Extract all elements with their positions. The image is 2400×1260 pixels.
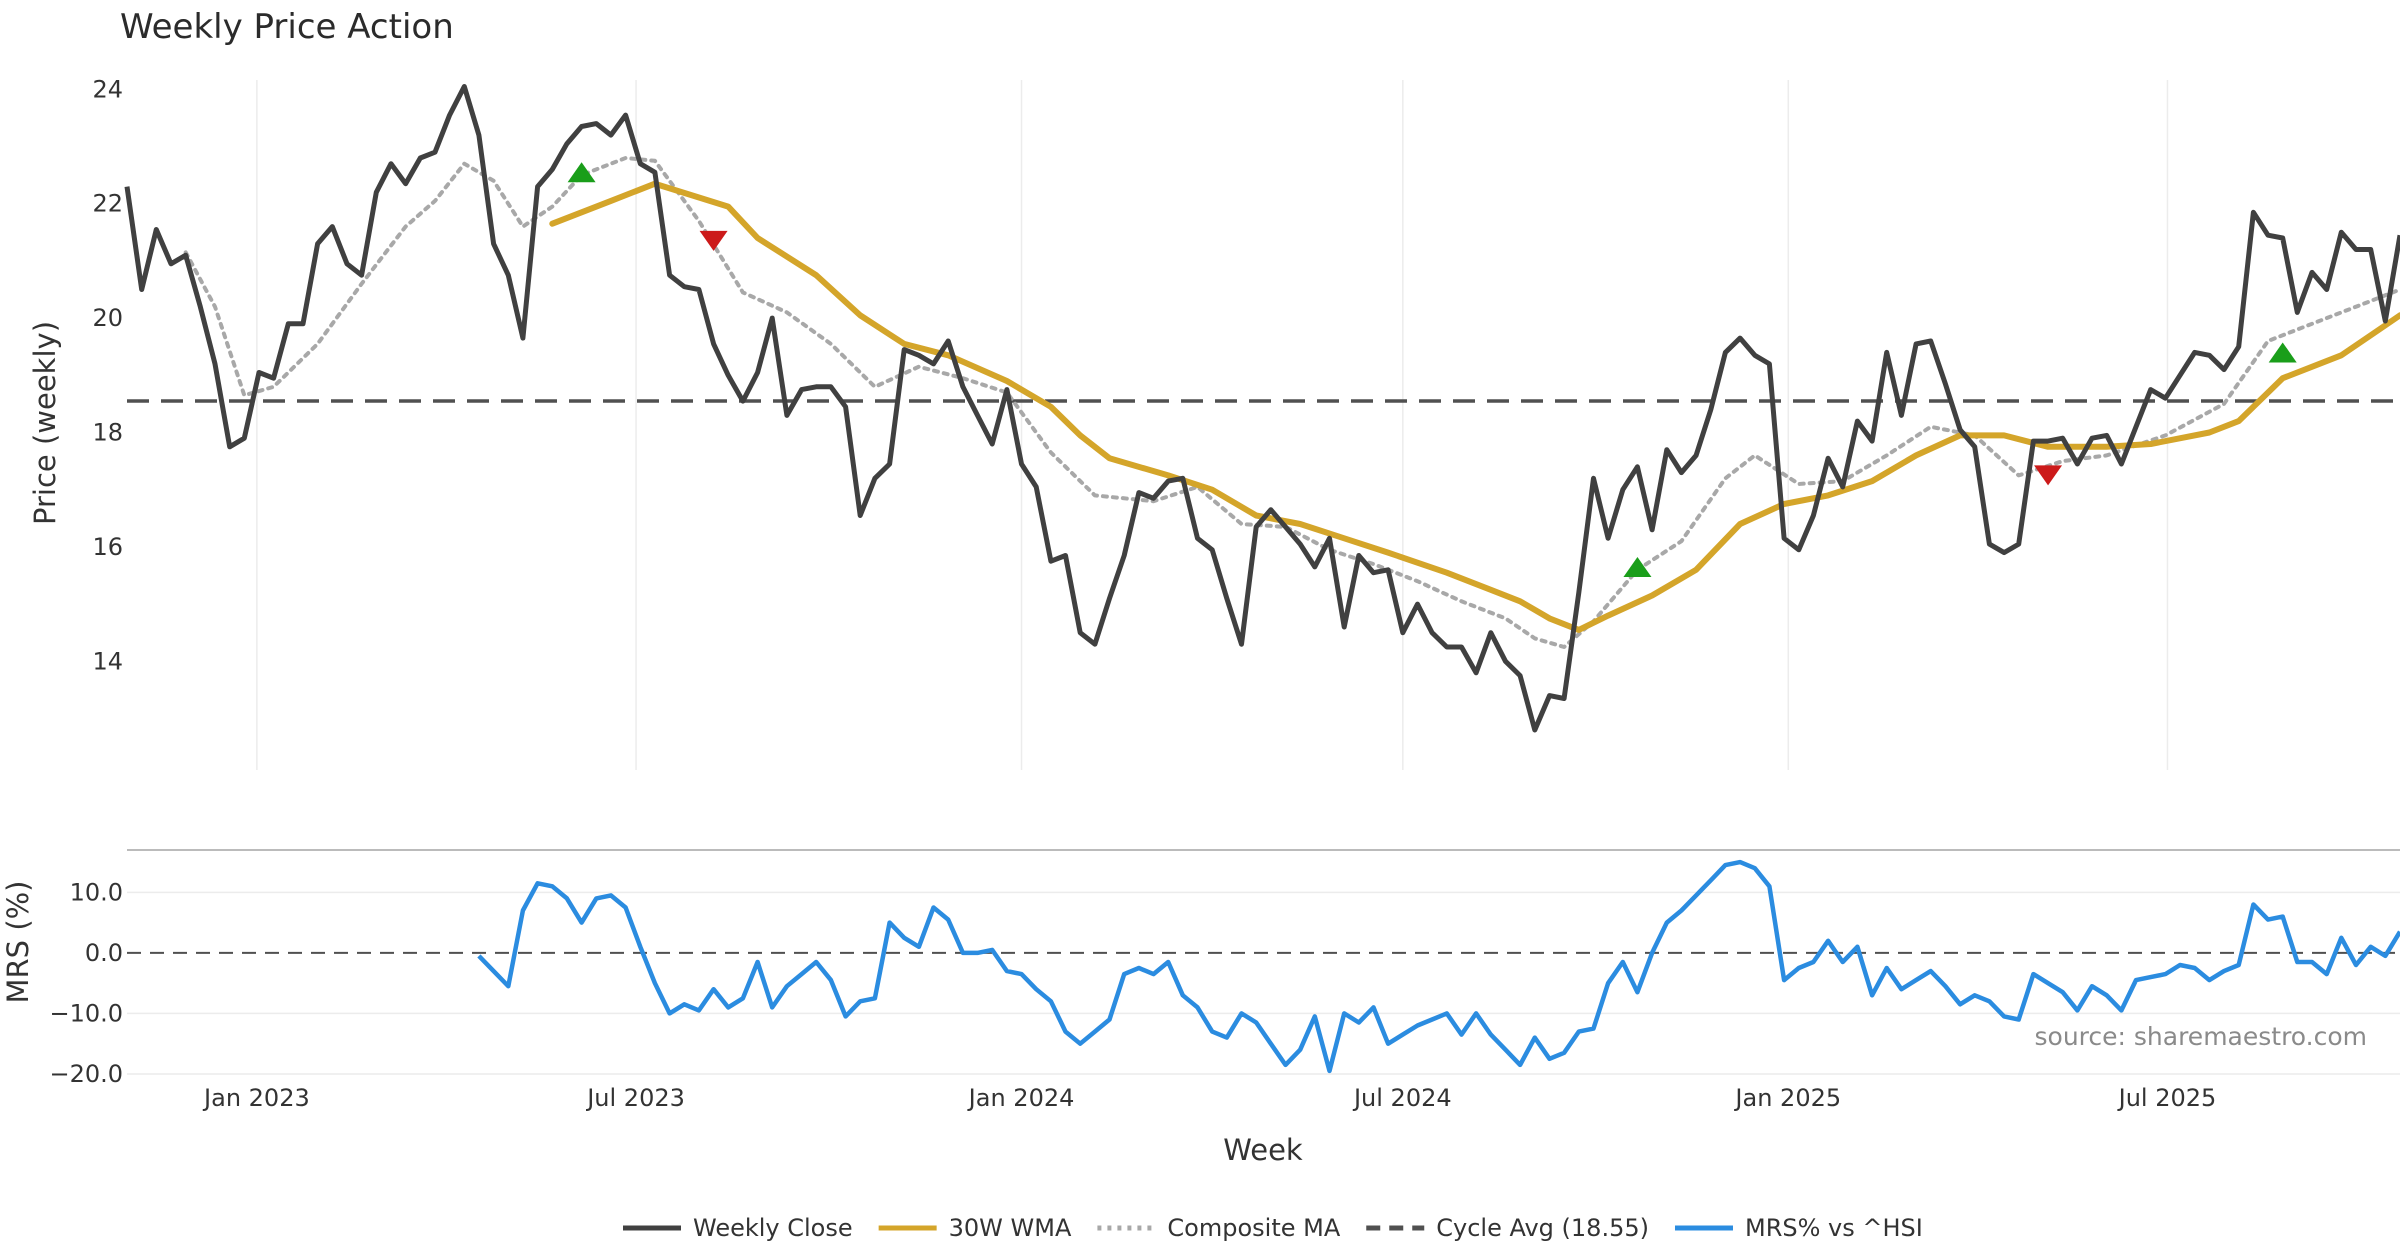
x-tick-label: Jul 2024 bbox=[1352, 1084, 1452, 1112]
x-tick-label: Jan 2023 bbox=[202, 1084, 310, 1112]
x-tick-label: Jan 2025 bbox=[1733, 1084, 1841, 1112]
legend-label: 30W WMA bbox=[949, 1214, 1072, 1242]
chart-title: Weekly Price Action bbox=[120, 7, 454, 47]
weekly-close-line bbox=[124, 84, 2400, 733]
price-y-tick-label: 20 bbox=[92, 304, 123, 332]
mrs-y-tick-label: −20.0 bbox=[49, 1060, 123, 1088]
legend: Weekly Close 30W WMA Composite MA Cycle Avg… bbox=[623, 1214, 1923, 1242]
x-tick-label: Jul 2023 bbox=[585, 1084, 685, 1112]
legend-label: Cycle Avg (18.55) bbox=[1436, 1214, 1649, 1242]
mrs-y-tick-label: 10.0 bbox=[70, 878, 123, 906]
source-note: source: sharemaestro.com bbox=[2035, 1022, 2368, 1051]
price-y-tick-label: 16 bbox=[92, 533, 123, 561]
legend-label: MRS% vs ^HSI bbox=[1745, 1214, 1923, 1242]
mrs-y-axis-title: MRS (%) bbox=[1, 881, 35, 1004]
wma-30w-line bbox=[549, 180, 2400, 633]
price-y-tick-label: 24 bbox=[92, 75, 123, 103]
legend-item: MRS% vs ^HSI bbox=[1674, 1214, 1923, 1242]
x-tick-label: Jan 2024 bbox=[967, 1084, 1075, 1112]
legend-item: 30W WMA bbox=[878, 1214, 1072, 1242]
x-tick-label: Jul 2025 bbox=[2117, 1084, 2217, 1112]
mrs-y-tick-label: 0.0 bbox=[85, 939, 123, 967]
price-y-axis-title: Price (weekly) bbox=[28, 321, 62, 525]
x-ticks: Jan 2023 Jul 2023 Jan 2024 Jul 2024 Jan 2025… bbox=[202, 1084, 2216, 1112]
buy-signal-marker bbox=[567, 162, 596, 183]
legend-label: Weekly Close bbox=[693, 1214, 853, 1242]
price-grid bbox=[256, 80, 2169, 770]
sell-signal-marker bbox=[2034, 465, 2063, 486]
legend-item: Weekly Close bbox=[623, 1214, 853, 1242]
price-y-tick-label: 18 bbox=[92, 419, 123, 447]
buy-signal-marker bbox=[1623, 556, 1652, 577]
price-y-ticks: 14 16 18 20 22 24 bbox=[92, 75, 123, 675]
mrs-line bbox=[477, 859, 2400, 1074]
legend-item: Composite MA bbox=[1097, 1214, 1341, 1242]
legend-item: Cycle Avg (18.55) bbox=[1366, 1214, 1649, 1242]
mrs-y-tick-label: −10.0 bbox=[49, 999, 123, 1027]
x-axis-title: Week bbox=[1223, 1133, 1303, 1167]
legend-label: Composite MA bbox=[1167, 1214, 1340, 1242]
sell-signal-marker bbox=[699, 230, 728, 251]
price-y-tick-label: 22 bbox=[92, 190, 123, 218]
signal-markers bbox=[567, 162, 2297, 577]
buy-signal-marker bbox=[2268, 342, 2297, 363]
price-y-tick-label: 14 bbox=[92, 647, 123, 675]
mrs-y-ticks: −20.0 −10.0 0.0 10.0 bbox=[49, 878, 123, 1088]
